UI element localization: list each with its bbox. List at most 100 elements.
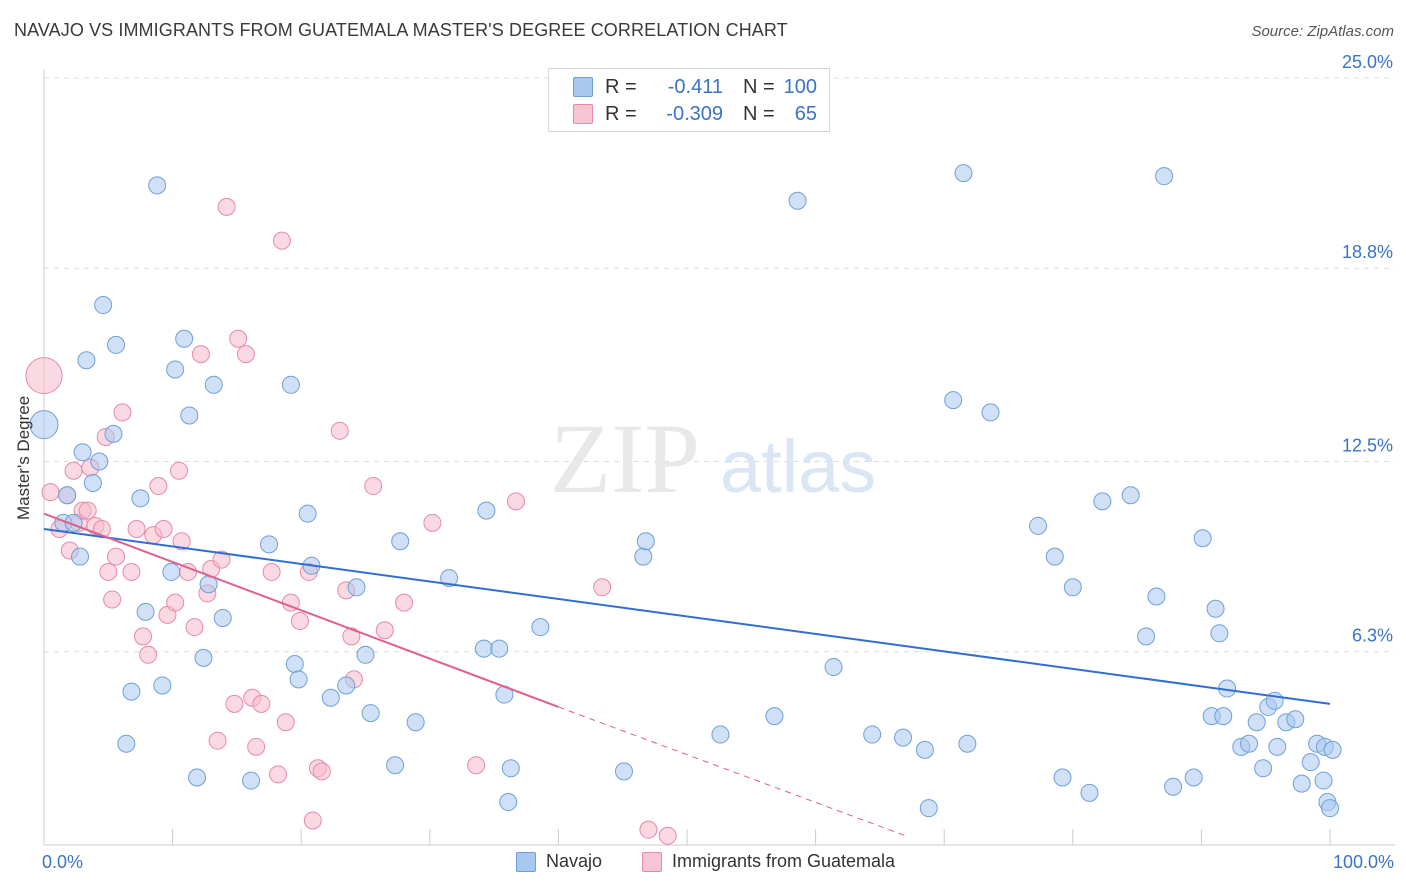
legend-label-guatemala: Immigrants from Guatemala (672, 851, 896, 871)
x-tick-label-min: 0.0% (42, 852, 84, 872)
guatemala-point (208, 731, 227, 750)
guatemala-point (262, 562, 281, 581)
x-tick-label-max: 100.0% (1332, 852, 1394, 872)
navajo-point (634, 547, 653, 566)
guatemala-swatch (642, 851, 662, 872)
navajo-point (289, 670, 308, 689)
guatemala-point (639, 820, 658, 839)
navajo-point (213, 608, 232, 627)
navajo-point (29, 410, 59, 440)
guatemala-point (276, 713, 295, 732)
guatemala-point (139, 645, 158, 664)
guatemala-point (99, 562, 118, 581)
navajo-point (1323, 740, 1342, 759)
navajo-point (117, 734, 136, 753)
navajo-point (347, 578, 366, 597)
navajo-point (90, 452, 109, 471)
navajo-point (1029, 516, 1048, 535)
correlation-legend: R = -0.411 N = 100 R = -0.309 N = 65 (548, 68, 830, 132)
navajo-point (73, 443, 92, 462)
watermark-atlas: atlas (720, 425, 876, 508)
guatemala-point (375, 621, 394, 640)
navajo-point (1193, 529, 1212, 548)
y-tick-label: 18.8% (1342, 242, 1393, 262)
navajo-point (788, 191, 807, 210)
guatemala-swatch (573, 104, 593, 124)
navajo-point (711, 725, 730, 744)
guatemala-point (103, 590, 122, 609)
legend-item-navajo: Navajo (516, 851, 602, 872)
guatemala-point (272, 231, 291, 250)
navajo-point (501, 759, 520, 778)
guatemala-point (229, 329, 248, 348)
navajo-point (107, 335, 126, 354)
axes (43, 70, 1395, 846)
navajo-point (391, 532, 410, 551)
guatemala-point (212, 550, 231, 569)
guatemala-point (217, 197, 236, 216)
navajo-point (919, 799, 938, 818)
r-label: R = (605, 102, 637, 125)
navajo-point (1210, 624, 1229, 643)
legend-item-guatemala: Immigrants from Guatemala (642, 851, 895, 872)
navajo-point (1080, 783, 1099, 802)
navajo-point (915, 740, 934, 759)
guatemala-point (423, 513, 442, 532)
chart-title: NAVAJO VS IMMIGRANTS FROM GUATEMALA MAST… (14, 20, 788, 40)
navajo-point (1321, 799, 1339, 818)
navajo-point (162, 562, 181, 581)
navajo-point (180, 406, 199, 425)
navajo-point (153, 676, 172, 695)
r-label: R = (605, 75, 637, 98)
guatemala-point (149, 477, 168, 496)
guatemala-point (467, 756, 486, 775)
navajo-point (1137, 627, 1156, 646)
navajo-trend-line (43, 528, 1331, 705)
navajo-point (824, 658, 843, 677)
guatemala-point (658, 826, 677, 845)
navajo-point (104, 424, 123, 443)
navajo-point (1184, 768, 1203, 787)
navajo-point (131, 489, 150, 508)
guatemala-point (247, 737, 266, 756)
navajo-point (1164, 777, 1183, 796)
navajo-point (958, 734, 977, 753)
navajo-point (285, 654, 304, 673)
legend-row-navajo: R = -0.411 N = 100 (573, 74, 817, 100)
y-axis-label: Master's Degree (14, 395, 33, 520)
navajo-point (1239, 734, 1258, 753)
navajo-point (1214, 707, 1233, 726)
navajo-point (298, 504, 317, 523)
navajo-point (1314, 771, 1333, 790)
guatemala-point (172, 532, 191, 551)
legend-label-navajo: Navajo (546, 851, 603, 871)
watermark: ZIP atlas (550, 403, 876, 514)
guatemala-point (134, 627, 153, 646)
navajo-point (954, 164, 973, 183)
navajo-swatch (573, 77, 593, 97)
guatemala-point (593, 578, 612, 597)
navajo-point (1301, 753, 1320, 772)
navajo-point (1292, 774, 1311, 793)
guatemala-point (303, 811, 322, 830)
y-axis-label-wrap: Master's Degree (14, 396, 34, 550)
navajo-point (188, 768, 207, 787)
navajo-point (136, 602, 155, 621)
r-value: -0.411 (667, 75, 723, 98)
navajo-point (1147, 587, 1166, 606)
navajo-point (122, 682, 141, 701)
navajo-point (194, 648, 213, 667)
guatemala-point (107, 547, 126, 566)
navajo-point (1268, 737, 1287, 756)
navajo-point (166, 360, 185, 379)
navajo-point (242, 771, 261, 790)
y-tick-label: 6.3% (1352, 626, 1393, 646)
guatemala-point (236, 345, 255, 364)
guatemala-point (113, 403, 132, 422)
grid-lines (44, 77, 1395, 653)
navajo-point (260, 535, 279, 554)
navajo-point (863, 725, 882, 744)
navajo-point (361, 704, 380, 723)
y-tick-label: 12.5% (1342, 436, 1393, 456)
navajo-point (356, 645, 375, 664)
